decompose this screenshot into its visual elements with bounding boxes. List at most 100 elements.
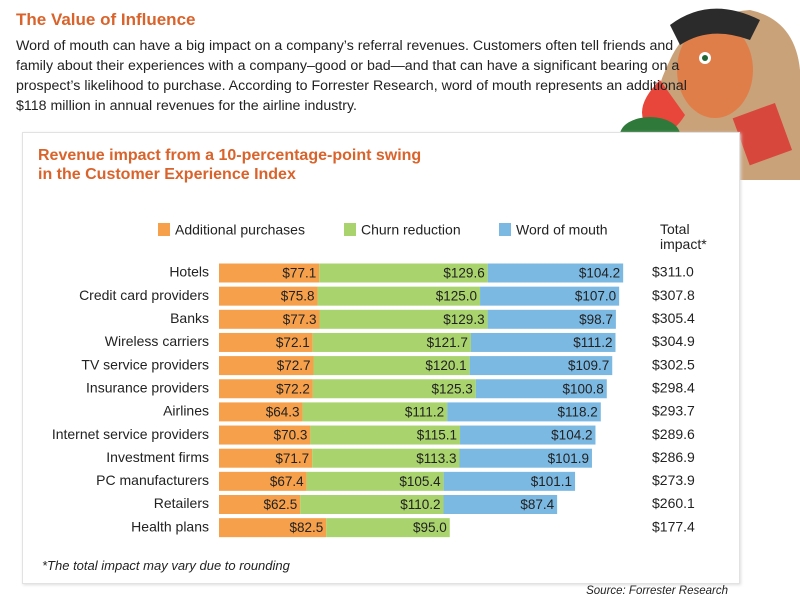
total-label: $305.4 — [652, 310, 695, 326]
value-label: $98.7 — [579, 312, 613, 327]
bar-segment — [460, 425, 596, 445]
value-label: $64.3 — [266, 404, 300, 419]
total-label: $260.1 — [652, 495, 695, 511]
bar-segment — [475, 379, 607, 399]
total-label: $304.9 — [652, 333, 695, 349]
value-label: $100.8 — [562, 381, 603, 396]
value-label: $95.0 — [413, 520, 447, 535]
value-label: $118.2 — [558, 404, 598, 419]
total-label: $293.7 — [652, 403, 695, 419]
category-label: Health plans — [131, 518, 209, 534]
legend-label: Churn reduction — [361, 222, 461, 238]
legend-label: Word of mouth — [516, 222, 608, 238]
value-label: $75.8 — [281, 289, 315, 304]
total-label: $307.8 — [652, 287, 695, 303]
category-label: TV service providers — [81, 356, 209, 372]
value-label: $72.1 — [276, 335, 310, 350]
footnote: *The total impact may vary due to roundi… — [42, 558, 290, 573]
total-label: $302.5 — [652, 356, 695, 372]
category-label: Airlines — [163, 403, 209, 419]
value-label: $113.3 — [416, 451, 456, 466]
bar-segment — [219, 263, 320, 283]
bar-segment — [219, 332, 313, 352]
bar-segment — [313, 356, 470, 376]
bar-segment — [219, 309, 320, 329]
value-label: $115.1 — [417, 428, 457, 443]
bar-segment — [447, 402, 601, 422]
total-label: $311.0 — [652, 264, 694, 280]
bar-segment — [219, 518, 327, 538]
value-label: $101.1 — [531, 474, 572, 489]
bar-segment — [487, 263, 624, 283]
value-label: $77.1 — [282, 266, 316, 281]
bar-segment — [319, 309, 488, 329]
value-label: $72.7 — [277, 358, 311, 373]
chart-title: Revenue impact from a 10-percentage-poin… — [38, 147, 422, 183]
total-label: $177.4 — [652, 518, 695, 534]
bar-segment — [306, 471, 444, 491]
bar-segment — [219, 448, 313, 468]
category-label: Credit card providers — [79, 287, 209, 303]
total-header: Total impact* — [660, 221, 707, 252]
total-label: $298.4 — [652, 379, 695, 395]
bar-segment — [469, 356, 613, 376]
value-label: $82.5 — [289, 520, 323, 535]
bar-segment — [317, 286, 481, 306]
bar-segment — [219, 425, 311, 445]
bar-segment — [459, 448, 592, 468]
category-label: Insurance providers — [86, 379, 209, 395]
value-label: $67.4 — [270, 474, 304, 489]
legend-swatch — [158, 223, 170, 236]
value-label: $101.9 — [548, 451, 589, 466]
bar-segment — [312, 448, 460, 468]
bar-segment — [312, 379, 476, 399]
bar-segment — [470, 332, 616, 352]
bar-segment — [219, 402, 303, 422]
value-label: $107.0 — [575, 289, 616, 304]
source: Source: Forrester Research — [586, 585, 728, 597]
value-label: $70.3 — [274, 428, 308, 443]
category-label: Investment firms — [106, 449, 209, 465]
page-title: The Value of Influence — [16, 10, 196, 29]
value-label: $110.2 — [400, 497, 440, 512]
value-label: $125.3 — [431, 381, 472, 396]
bar-segment — [443, 495, 558, 514]
bar-segment — [310, 425, 461, 445]
bar-segment — [302, 402, 448, 422]
bar-segment — [219, 495, 301, 514]
value-label: $111.2 — [405, 404, 444, 419]
category-label: Internet service providers — [52, 426, 209, 442]
intro-text: Word of mouth can have a big impact on a… — [16, 38, 687, 114]
bar-segment — [219, 356, 314, 376]
total-label: $286.9 — [652, 449, 695, 465]
category-label: Hotels — [169, 264, 209, 280]
value-label: $109.7 — [568, 358, 609, 373]
value-label: $62.5 — [263, 497, 297, 512]
category-label: Wireless carriers — [105, 333, 209, 349]
bar-segment — [480, 286, 620, 306]
bar-segment — [219, 471, 307, 491]
total-label: $289.6 — [652, 426, 695, 442]
bar-segment — [326, 518, 450, 538]
value-label: $71.7 — [275, 451, 309, 466]
bar-segment — [487, 309, 616, 329]
legend-label: Additional purchases — [175, 222, 305, 238]
bar-segment — [219, 286, 318, 306]
value-label: $111.2 — [573, 335, 612, 350]
value-label: $121.7 — [427, 335, 468, 350]
category-label: Banks — [170, 310, 209, 326]
value-label: $104.2 — [551, 428, 592, 443]
bar-segment — [219, 379, 313, 399]
legend-swatch — [344, 223, 356, 236]
value-label: $125.0 — [436, 289, 477, 304]
bar-segment — [319, 263, 488, 283]
bar-segment — [300, 495, 444, 514]
value-label: $120.1 — [425, 358, 466, 373]
value-label: $129.6 — [443, 266, 484, 281]
category-label: PC manufacturers — [96, 472, 209, 488]
value-label: $104.2 — [579, 266, 620, 281]
total-label: $273.9 — [652, 472, 695, 488]
category-label: Retailers — [154, 495, 209, 511]
value-label: $77.3 — [283, 312, 317, 327]
